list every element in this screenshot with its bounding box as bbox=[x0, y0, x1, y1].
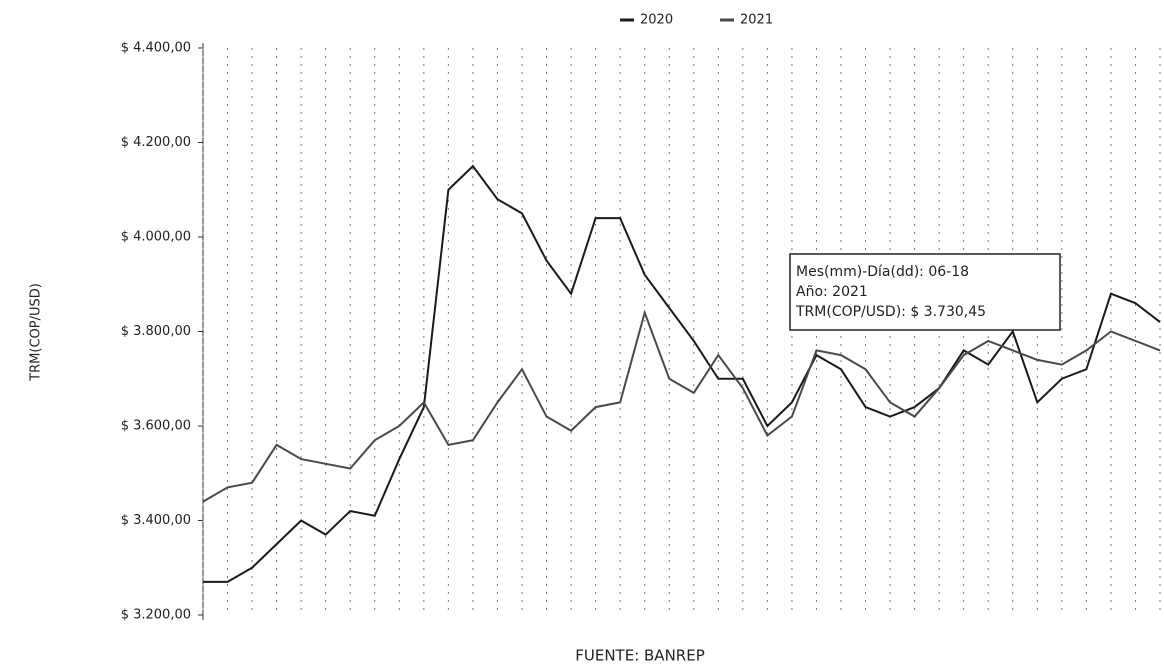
y-tick-label: $ 4.400,00 bbox=[121, 41, 191, 56]
y-axis-label: TRM(COP/USD) bbox=[29, 283, 44, 382]
legend-label: 2021 bbox=[740, 13, 773, 28]
legend-label: 2020 bbox=[640, 13, 673, 28]
source: FUENTE: BANREP bbox=[575, 647, 705, 665]
y-tick-label: $ 4.200,00 bbox=[121, 135, 191, 150]
tooltip-line: Mes(mm)-Día(dd): 06-18 bbox=[796, 264, 969, 280]
tooltip-line: TRM(COP/USD): $ 3.730,45 bbox=[795, 304, 986, 320]
y-tick-label: $ 3.800,00 bbox=[121, 324, 191, 339]
tooltip-line: Año: 2021 bbox=[796, 284, 868, 300]
series-line bbox=[203, 164, 1161, 583]
series-line bbox=[202, 309, 1161, 503]
y-tick-label: $ 3.400,00 bbox=[121, 513, 191, 528]
y-tick-label: $ 3.200,00 bbox=[121, 608, 191, 623]
y-tick-label: $ 3.600,00 bbox=[121, 419, 191, 434]
y-tick-label: $ 4.000,00 bbox=[121, 230, 191, 245]
tooltip-box bbox=[789, 253, 1061, 331]
